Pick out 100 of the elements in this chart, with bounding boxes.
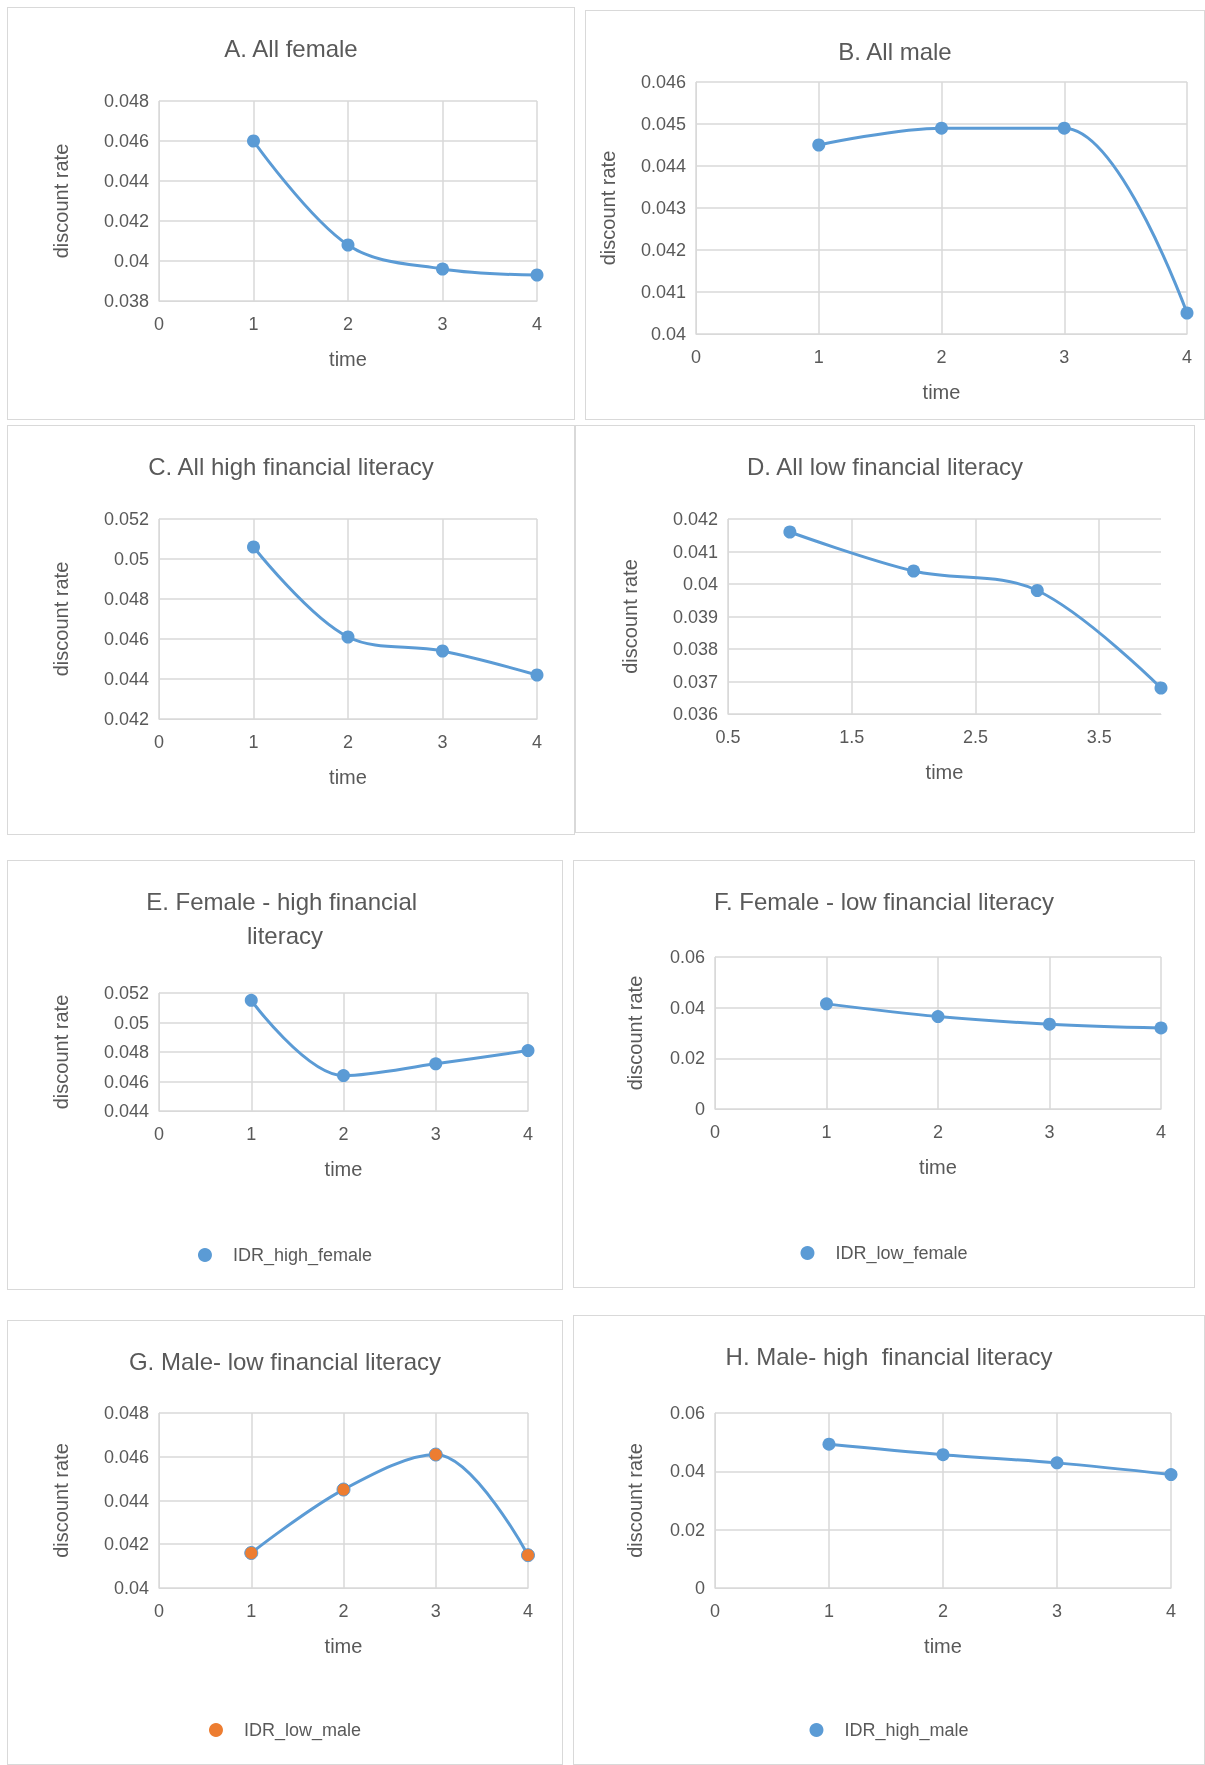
y-tick-label: 0.042 <box>103 1534 149 1555</box>
x-tick-label: 1 <box>248 732 259 752</box>
point <box>1180 306 1194 320</box>
x-tick-label: 2 <box>338 1124 349 1144</box>
chart-title: D. All low financial literacy <box>746 452 1024 480</box>
point <box>812 138 826 152</box>
x-tick-label: 2 <box>342 314 354 334</box>
x-tick-label: 4 <box>522 1124 534 1144</box>
y-tick-label: 0.052 <box>103 983 149 1003</box>
y-axis-title: discount rate <box>50 561 72 677</box>
y-tick-label: 0.02 <box>669 1519 705 1540</box>
point <box>1043 1017 1056 1031</box>
x-tick-label: 3 <box>430 1601 441 1621</box>
point <box>337 1069 350 1083</box>
y-tick-label: 0 <box>694 1099 705 1119</box>
y-tick-label: 0.044 <box>103 1101 149 1121</box>
y-tick-label: 0.042 <box>103 211 149 231</box>
x-axis-title: time <box>329 766 367 788</box>
x-tick-label: 0 <box>153 314 165 334</box>
x-tick-label: 3 <box>437 732 448 752</box>
legend-label: IDR_low_male <box>243 1720 362 1741</box>
x-axis-title: time <box>329 348 367 370</box>
point <box>341 630 355 644</box>
x-tick-label: 4 <box>531 314 543 334</box>
y-tick-label: 0.04 <box>650 324 686 344</box>
y-axis-title: discount rate <box>624 1443 646 1558</box>
y-tick-label: 0.06 <box>669 1403 705 1423</box>
y-tick-label: 0.04 <box>113 1578 149 1598</box>
x-axis-title: time <box>922 381 961 403</box>
point <box>530 668 544 682</box>
point <box>1030 584 1044 597</box>
y-tick-label: 0.04 <box>682 574 718 594</box>
x-tick-label: 4 <box>1181 347 1193 367</box>
x-axis-title: time <box>925 761 964 783</box>
y-tick-label: 0.02 <box>669 1048 705 1069</box>
x-tick-label: 1 <box>823 1601 835 1621</box>
x-tick-label: 4 <box>1155 1122 1167 1142</box>
point <box>244 1546 259 1560</box>
x-tick-label: 4 <box>522 1601 534 1621</box>
point <box>436 262 449 276</box>
x-tick-label: 3 <box>1051 1601 1063 1621</box>
y-tick-label: 0.05 <box>113 1012 149 1033</box>
point <box>336 1482 351 1497</box>
legend-label: IDR_high_male <box>844 1720 969 1741</box>
point <box>822 1437 836 1451</box>
y-tick-label: 0.045 <box>640 114 686 134</box>
point <box>530 268 544 282</box>
chart-title: F. Female - low financial literacy <box>713 887 1055 915</box>
y-tick-label: 0.046 <box>103 131 149 151</box>
chart-title: B. All male <box>838 37 952 65</box>
x-tick-label: 4 <box>1165 1601 1177 1621</box>
point <box>436 644 449 658</box>
x-tick-label: 1 <box>248 314 259 334</box>
y-tick-label: 0.048 <box>103 1403 149 1423</box>
y-axis-title: discount rate <box>50 994 72 1110</box>
point <box>428 1447 443 1462</box>
y-tick-label: 0.041 <box>640 282 686 302</box>
x-tick-label: 3 <box>430 1124 441 1144</box>
x-tick-label: 0 <box>153 1124 165 1144</box>
y-tick-label: 0.04 <box>669 997 705 1018</box>
chart-title: E. Female - high financial literacy <box>146 887 424 949</box>
y-tick-label: 0.037 <box>672 671 718 692</box>
y-tick-label: 0.046 <box>103 1446 149 1467</box>
point <box>247 540 260 554</box>
legend-label: IDR_low_female <box>835 1243 968 1264</box>
x-axis-title: time <box>924 1635 962 1657</box>
x-tick-label: 2 <box>338 1601 349 1621</box>
x-tick-label: 2.5 <box>962 727 988 747</box>
y-tick-label: 0.044 <box>640 156 686 176</box>
x-tick-label: 1 <box>246 1124 257 1144</box>
x-tick-label: 1 <box>246 1601 257 1621</box>
x-tick-label: 3 <box>1059 347 1070 367</box>
x-tick-label: 0 <box>153 1601 165 1621</box>
y-tick-label: 0.048 <box>103 589 149 609</box>
y-axis-title: discount rate <box>50 1443 72 1558</box>
chart-title: C. All high financial literacy <box>148 452 434 480</box>
y-tick-label: 0.042 <box>103 709 149 729</box>
point <box>936 1448 950 1462</box>
point <box>429 1057 443 1071</box>
x-tick-label: 1 <box>813 347 824 367</box>
point <box>247 134 260 148</box>
y-tick-label: 0.044 <box>103 171 149 191</box>
point <box>1164 1468 1178 1482</box>
y-tick-label: 0.046 <box>103 1071 149 1092</box>
point <box>931 1010 945 1024</box>
x-tick-label: 1.5 <box>839 727 865 747</box>
point <box>521 1044 535 1058</box>
x-tick-label: 1 <box>821 1122 832 1142</box>
chart-title: G. Male- low financial literacy <box>128 1347 442 1375</box>
x-tick-label: 4 <box>531 732 543 752</box>
point <box>907 564 921 578</box>
x-tick-label: 0 <box>153 732 165 752</box>
point <box>521 1548 535 1563</box>
legend-label: IDR_high_female <box>232 1245 373 1266</box>
x-tick-label: 3 <box>1044 1122 1055 1142</box>
point <box>244 993 258 1007</box>
point <box>1154 1021 1168 1035</box>
y-tick-label: 0.042 <box>672 509 718 529</box>
y-tick-label: 0.041 <box>672 541 718 562</box>
y-tick-label: 0.046 <box>640 72 686 92</box>
